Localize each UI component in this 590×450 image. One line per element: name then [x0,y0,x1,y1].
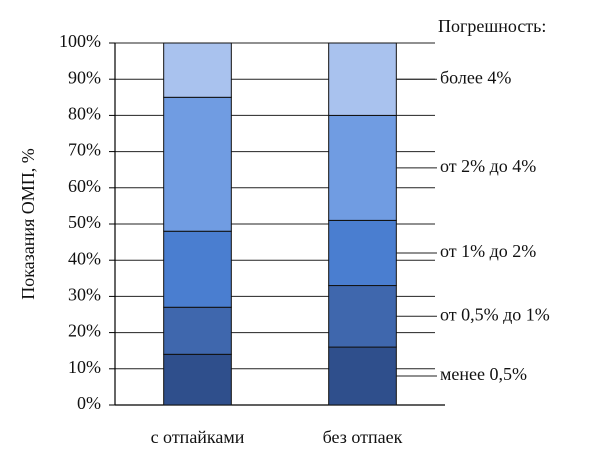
bar-segment [163,42,232,98]
bar-segment [328,219,397,287]
y-tick-label: 40% [68,248,101,268]
bar-segment [328,346,397,406]
bar-segment [163,306,232,355]
y-tick-label: 90% [68,67,101,87]
x-tick-label: без отпаек [323,427,403,447]
legend-label: от 0,5% до 1% [440,304,550,324]
bar-segment [163,353,232,406]
y-tick-label: 0% [77,393,101,413]
bar-segment [163,96,232,232]
legend-label: от 1% до 2% [440,241,536,261]
bar-segment [328,285,397,348]
y-tick-label: 30% [68,285,101,305]
legend-label: более 4% [440,67,511,87]
legend-label: менее 0,5% [440,364,527,384]
y-axis-label: Показания ОМП, % [18,148,38,300]
bar-segment [163,230,232,308]
x-tick-label: с отпайками [151,427,245,447]
y-tick-label: 50% [68,212,101,232]
legend-label: от 2% до 4% [440,156,536,176]
y-tick-label: 80% [68,104,101,124]
bar-segment [328,114,397,221]
legend-title: Погрешность: [438,16,546,36]
y-tick-label: 100% [59,31,101,51]
y-tick-label: 10% [68,357,101,377]
y-tick-label: 70% [68,140,101,160]
y-tick-label: 60% [68,176,101,196]
bar-segment [328,42,397,116]
y-tick-label: 20% [68,321,101,341]
